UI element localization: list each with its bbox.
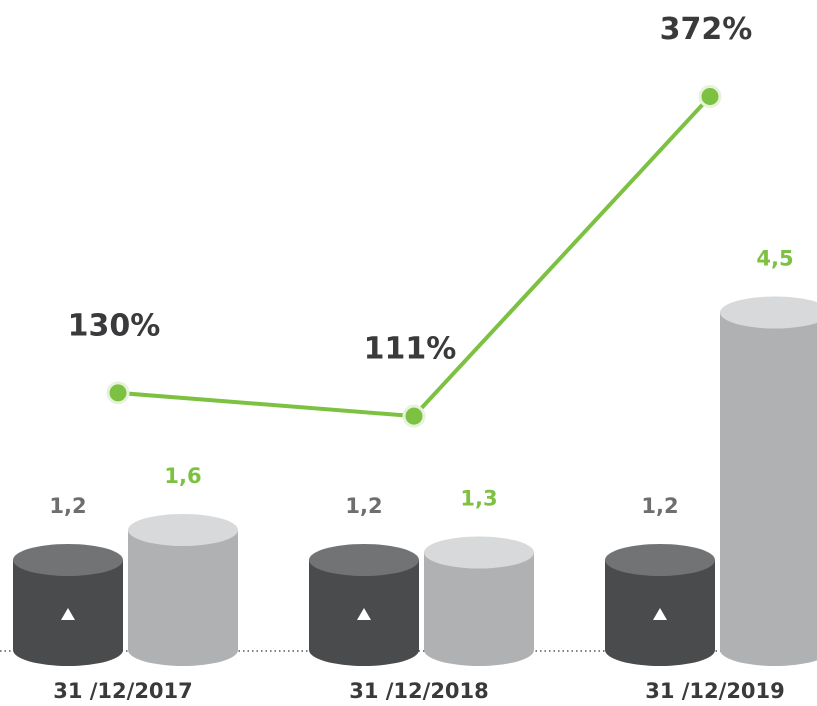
data-label: 1,2 [345,494,382,518]
data-label: 1,6 [164,464,201,488]
x-tick-label: 31 /12/2019 [645,679,785,703]
data-label: 130% [68,308,161,343]
cylinder [424,536,534,666]
data-label: 372% [660,12,753,47]
line-point [106,381,130,405]
cylinder-top [424,536,534,569]
cylinder-bottom [128,634,238,666]
cylinder-bottom [13,634,123,666]
cylinder [13,544,123,666]
cylinder-bottom [309,634,419,666]
cylinder-bottom [720,634,817,666]
data-label: 1,3 [460,487,497,511]
cylinder-body [720,312,817,650]
cylinder-body [424,552,534,650]
line [117,95,712,419]
cylinder-top [605,544,715,576]
line-point [402,404,426,428]
cylinder-top [720,296,817,329]
cylinder [605,544,715,666]
cylinder-body [128,530,238,650]
x-tick-label: 31 /12/2017 [53,679,193,703]
cylinder-top [309,544,419,576]
data-label: 111% [364,332,457,367]
cylinder-top [128,514,238,546]
data-label: 4,5 [756,247,793,271]
cylinder-top [13,544,123,576]
cylinder-bottom [605,634,715,666]
cylinder-bottom [424,634,534,666]
icon-triangle [653,608,667,620]
line-point [698,85,722,109]
cylinder [720,296,817,666]
x-tick-label: 31 /12/2018 [349,679,489,703]
data-label: 1,2 [49,494,86,518]
cylinder [309,544,419,666]
icon-triangle [357,608,371,620]
icon-triangle [61,608,75,620]
cylinder [128,514,238,666]
data-label: 1,2 [641,494,678,518]
